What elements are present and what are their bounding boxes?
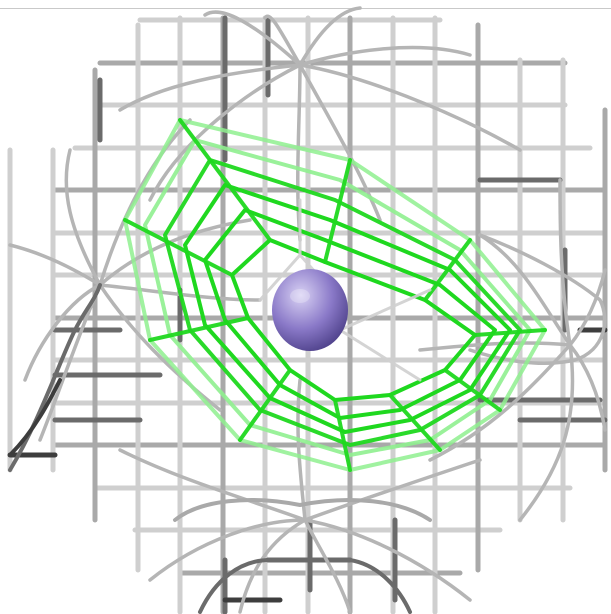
surface-mesh-line — [303, 458, 482, 522]
electron-density-cage — [123, 118, 547, 472]
surface-mesh-line — [98, 283, 222, 412]
central-atom[interactable] — [272, 269, 348, 351]
inner-mesh-rod — [338, 288, 432, 382]
surface-mesh-line — [568, 343, 607, 432]
surface-mesh-line — [303, 518, 472, 602]
surface-mesh-line — [428, 343, 572, 462]
surface-mesh-line — [298, 6, 362, 67]
density-cage-spoke — [443, 368, 502, 412]
surface-mesh-line — [148, 518, 307, 582]
surface-mesh-line — [23, 283, 102, 382]
surface-mesh-line — [418, 341, 572, 352]
density-cage-spoke — [123, 218, 234, 277]
surface-mesh-line — [298, 63, 382, 222]
surface-edge-left-inner — [8, 378, 62, 457]
surface-mesh-line — [568, 268, 607, 347]
surface-mesh-line — [263, 14, 302, 67]
atom-highlight — [290, 289, 310, 303]
atom-sphere[interactable] — [272, 269, 348, 351]
surface-mesh-line — [303, 518, 352, 614]
density-cage-shell — [203, 208, 497, 420]
surface-wire-mesh — [8, 6, 607, 614]
density-cage-spoke — [388, 393, 442, 452]
surface-edge-right — [468, 233, 607, 366]
surface-mesh-line — [118, 63, 302, 112]
surface-mesh-line — [98, 118, 192, 287]
density-cage-spoke — [238, 368, 292, 442]
surface-mesh-line — [148, 63, 302, 202]
surface-mesh-line — [118, 448, 307, 522]
surface-mesh-line — [64, 148, 102, 287]
density-cage-shell — [183, 183, 512, 434]
surface-mesh-line — [238, 518, 307, 614]
density-cage-spoke — [323, 158, 352, 264]
top-divider — [0, 8, 611, 9]
surface-edge-bottom — [173, 498, 432, 522]
density-cage-spoke — [473, 328, 547, 337]
density-cage-spoke — [148, 316, 250, 342]
surface-edge-bottom-feet — [198, 558, 412, 614]
surface-mesh-line — [8, 243, 102, 287]
surface-mesh-line — [298, 45, 472, 67]
density-cage-spoke — [423, 238, 472, 302]
density-cage-spoke — [178, 118, 272, 242]
surface-mesh-line — [558, 178, 572, 347]
surface-mesh-line — [298, 63, 522, 152]
density-cage-spoke — [333, 398, 352, 472]
surface-mesh-line — [518, 343, 575, 522]
surface-mesh-line — [203, 10, 302, 67]
surface-mesh-line — [478, 233, 572, 347]
